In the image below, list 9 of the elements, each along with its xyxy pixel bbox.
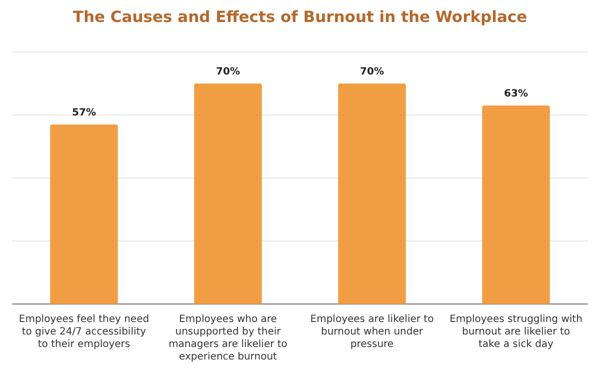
x-tick-label: Employees struggling with burnout are likelier to take a sick day	[450, 314, 582, 350]
x-tick-label: Employees are likelier to burnout when under pressure	[310, 314, 434, 350]
chart-title: The Causes and Effects of Burnout in the Workplace	[72, 8, 528, 26]
data-label: 57%	[72, 107, 96, 118]
x-tick-label: Employees feel they need to give 24/7 accessibility to their employers	[18, 314, 150, 350]
data-label: 70%	[216, 66, 240, 78]
data-label: 70%	[360, 66, 384, 78]
x-tick-label: Employees who are unsupported by their managers are likelier to experience burnout	[168, 314, 288, 362]
data-label: 63%	[504, 88, 528, 100]
